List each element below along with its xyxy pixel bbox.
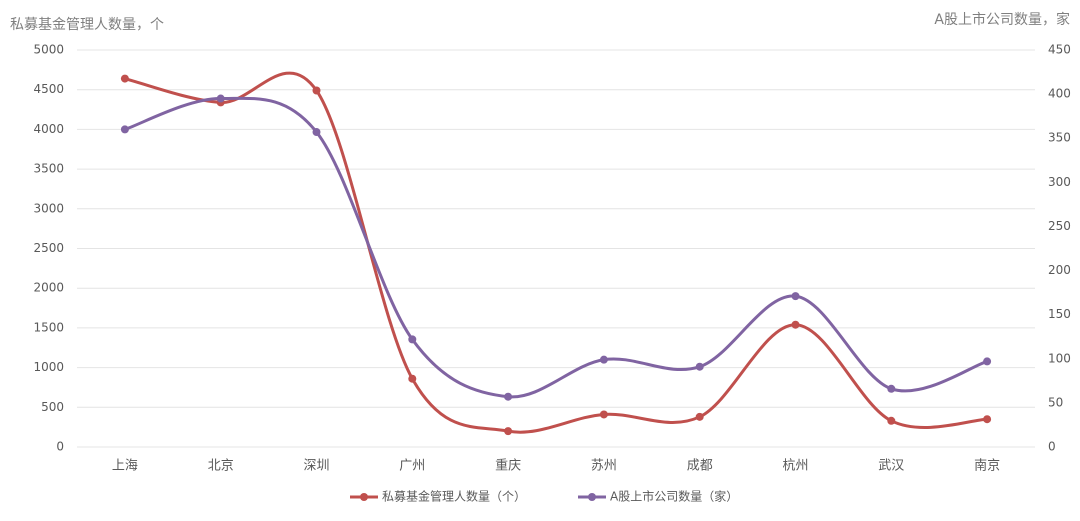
legend-label: 私募基金管理人数量（个）	[382, 489, 526, 504]
y-tick-label: 1000	[33, 360, 64, 374]
x-tick-label: 深圳	[303, 459, 329, 474]
y-tick-label: 3000	[33, 201, 64, 215]
y-tick-label: 2500	[33, 241, 64, 255]
y-tick-label: 4000	[33, 122, 64, 136]
y-axis-title: 私募基金管理人数量，个	[10, 16, 164, 33]
y2-tick-label: 200	[1048, 263, 1071, 277]
series-line	[124, 71, 988, 434]
x-tick-label: 广州	[399, 459, 425, 474]
series-line	[124, 96, 988, 399]
x-tick-label: 成都	[687, 459, 713, 474]
x-tick-label: 重庆	[495, 458, 521, 474]
x-tick-label: 杭州	[782, 459, 808, 474]
x-tick-label: 上海	[112, 459, 138, 474]
y-tick-label: 500	[41, 400, 64, 414]
y2-tick-label: 50	[1048, 395, 1063, 409]
legend-label: A股上市公司数量（家）	[610, 489, 738, 504]
data-point	[887, 416, 896, 425]
y2-tick-label: 150	[1048, 307, 1071, 321]
y2-tick-label: 400	[1048, 87, 1071, 101]
data-point	[312, 86, 321, 95]
x-tick-label: 南京	[974, 458, 1000, 474]
data-point	[983, 415, 992, 424]
data-point	[599, 355, 608, 364]
legend-marker	[360, 493, 368, 501]
y2-tick-label: 100	[1048, 351, 1071, 365]
y-tick-label: 2000	[33, 281, 64, 295]
y-tick-label: 4500	[33, 82, 64, 96]
data-point	[695, 412, 704, 421]
y2-tick-label: 300	[1048, 175, 1071, 189]
y2-tick-label: 350	[1048, 131, 1071, 145]
data-point	[695, 362, 704, 371]
data-point	[120, 125, 129, 134]
data-point	[599, 410, 608, 419]
y-tick-label: 3500	[33, 162, 64, 176]
y-tick-label: 1500	[33, 320, 64, 334]
x-tick-label: 北京	[208, 459, 234, 474]
data-point	[983, 357, 992, 366]
y-tick-label: 0	[56, 440, 64, 454]
data-point	[120, 74, 129, 83]
data-point	[408, 374, 417, 383]
y2-tick-label: 450	[1048, 43, 1071, 57]
data-point	[408, 335, 417, 344]
data-point	[504, 427, 513, 436]
data-point	[312, 128, 321, 137]
y-tick-label: 5000	[33, 43, 64, 57]
data-point	[791, 320, 800, 329]
y2-tick-label: 250	[1048, 219, 1071, 233]
y2-axis-title: A股上市公司数量，家	[934, 11, 1070, 28]
legend-marker	[588, 493, 596, 501]
y2-tick-label: 0	[1048, 440, 1056, 454]
data-point	[887, 384, 896, 393]
x-tick-label: 武汉	[878, 459, 904, 474]
data-point	[791, 292, 800, 301]
data-point	[216, 94, 225, 103]
x-tick-label: 苏州	[591, 458, 617, 474]
data-point	[504, 392, 513, 401]
